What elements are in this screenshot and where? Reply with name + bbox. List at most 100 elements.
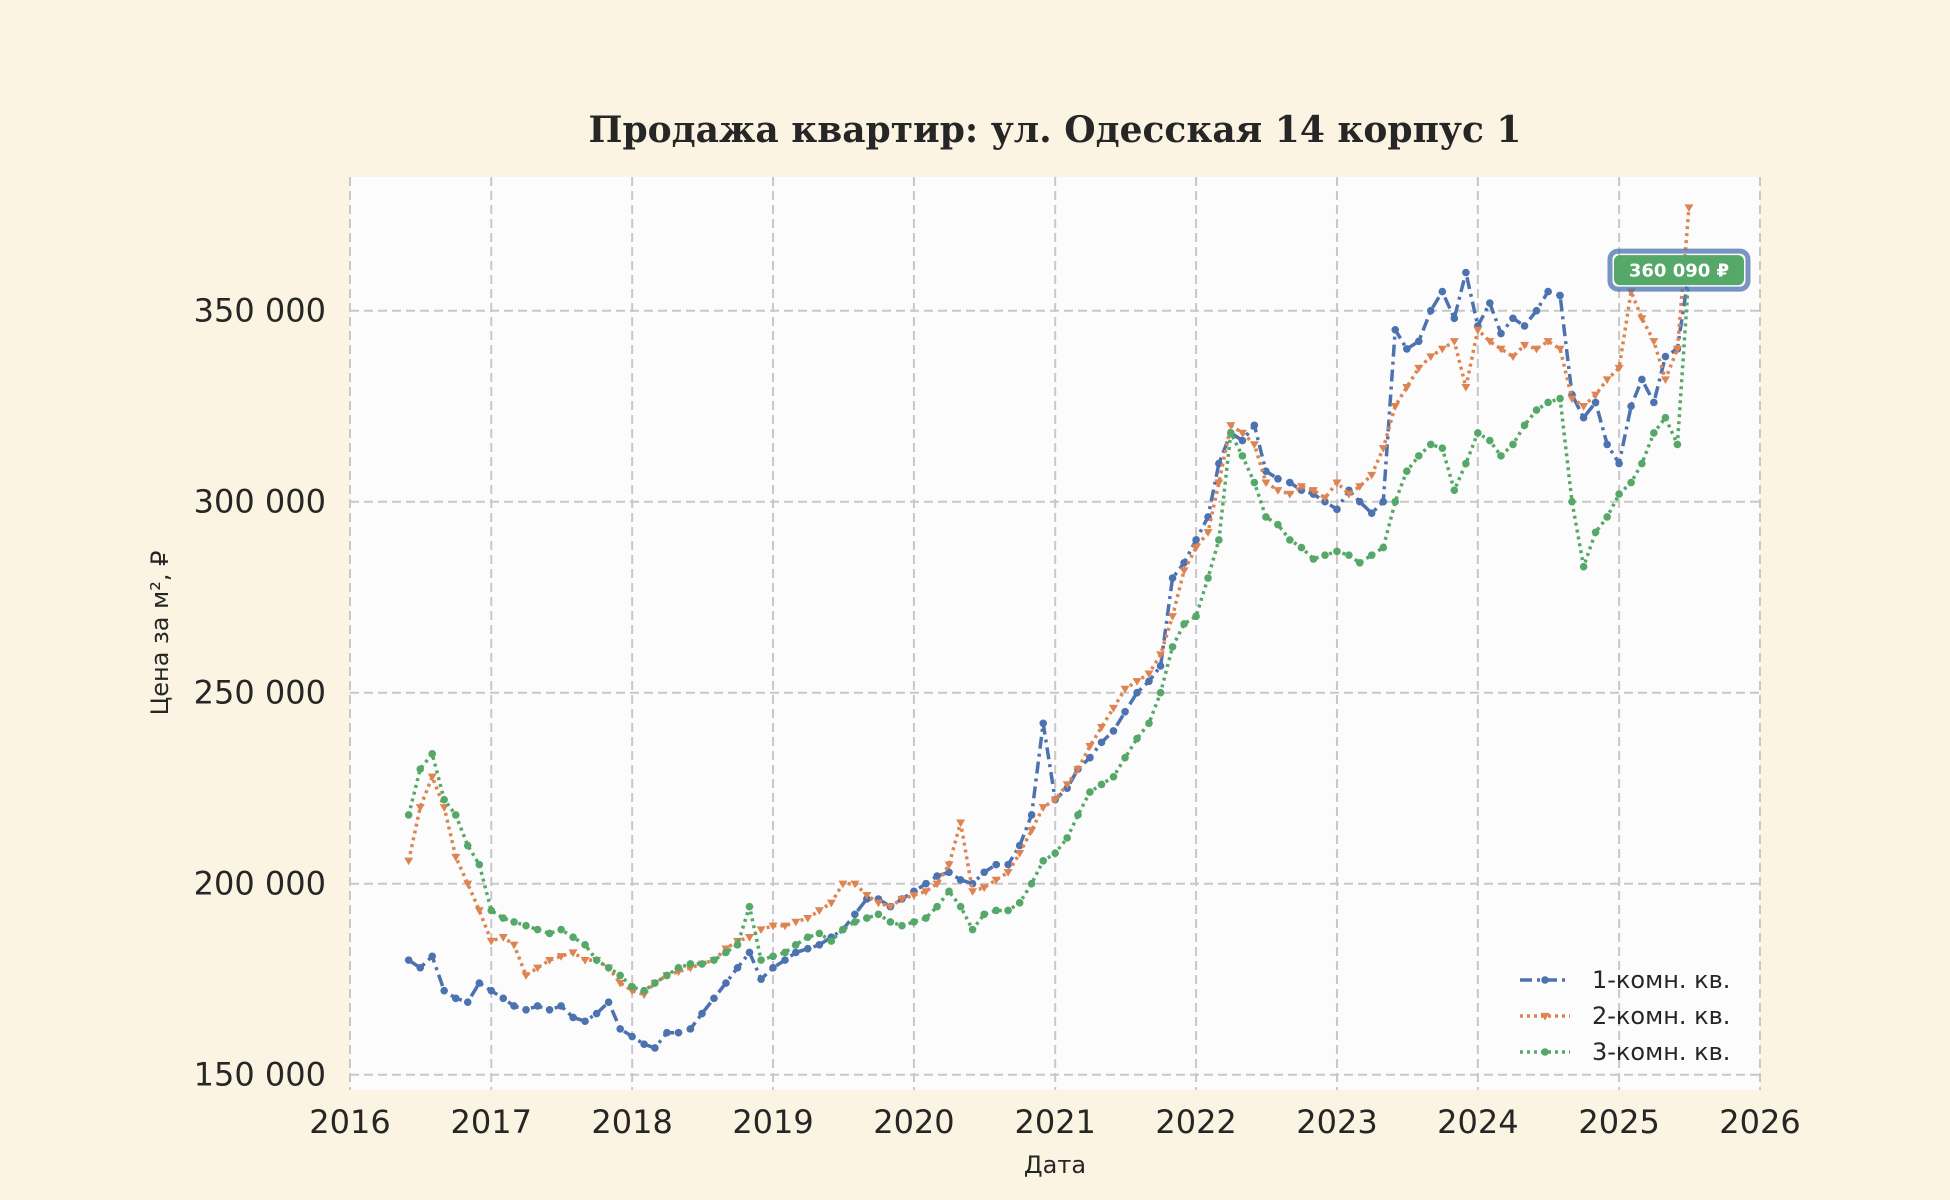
data-point [710,994,718,1003]
data-point [604,998,613,1006]
chart-title: Продажа квартир: ул. Одесская 14 корпус … [589,109,1522,151]
data-point [757,956,765,964]
data-point [944,861,954,870]
data-point [1497,452,1505,460]
data-point [404,811,413,819]
data-point [827,937,836,945]
x-tick-label: 2021 [1014,1103,1095,1141]
data-point [651,1044,659,1052]
data-point [616,971,624,980]
data-point [1238,452,1247,460]
data-point [487,986,496,995]
data-point [1438,444,1447,453]
data-point [1063,834,1071,842]
data-point [1286,478,1294,487]
data-point [545,1005,554,1014]
x-tick-label: 2018 [591,1103,672,1141]
data-point [1379,497,1388,506]
data-point [404,956,413,964]
data-point [1603,513,1611,521]
data-point [1192,536,1200,544]
legend-marker [1541,976,1549,984]
data-point [1556,291,1564,300]
data-point [1637,315,1647,323]
data-point [1250,478,1259,487]
data-point [945,887,953,896]
data-point [1672,345,1682,354]
data-point [1004,860,1012,869]
data-point [815,941,824,949]
data-point [557,925,565,934]
data-point [1520,421,1529,430]
data-point [1638,375,1646,384]
data-point [486,937,496,946]
data-point [1579,413,1588,422]
data-point [439,804,449,812]
series-line [406,207,1691,997]
data-point [1180,620,1188,628]
data-point [498,934,508,942]
data-point [428,952,437,961]
x-axis-label: Дата [1024,1151,1086,1179]
data-point [1437,345,1447,354]
data-point [1591,528,1600,537]
data-point [1050,796,1060,805]
data-point [980,910,988,919]
legend-marker [1541,1048,1549,1056]
data-point [1474,429,1482,437]
data-point [568,949,578,957]
data-point [440,986,448,995]
data-point [1579,562,1588,571]
data-point [814,907,824,915]
data-point [1660,376,1670,384]
data-point [1273,487,1283,495]
data-point [1039,856,1048,865]
data-point [1450,486,1459,495]
annotation-text: 360 090 ₽ [1629,261,1729,282]
data-point [1661,352,1670,361]
data-point [1156,662,1165,670]
data-point [1133,688,1141,697]
data-point [1144,670,1154,679]
data-point [451,994,460,1003]
data-point [1403,467,1411,475]
data-point [580,956,590,965]
y-axis-ticks: 150 000 200 000 250 000 300 000 350 000 [194,292,326,1094]
annotation-outline [1607,248,1751,292]
data-point [1015,899,1024,907]
data-point [1367,551,1376,559]
data-point [1402,383,1412,392]
data-point [698,1009,706,1018]
data-point [674,963,683,972]
data-point [451,853,461,862]
data-point [932,880,942,889]
data-point [474,907,484,915]
data-point [1015,841,1024,850]
data-point [933,902,941,911]
data-point [1426,353,1436,362]
data-point [521,972,531,980]
data-point [1297,543,1306,552]
data-point [1249,441,1259,449]
data-point [1179,567,1189,575]
data-point [1684,204,1694,213]
data-point [1520,322,1529,330]
data-point [886,918,895,926]
data-point [1367,509,1376,517]
legend-label: 1-комн. кв. [1592,966,1730,994]
data-point [1168,574,1177,582]
data-point [956,819,966,828]
data-point [851,918,859,926]
data-point [968,925,977,934]
x-tick-label: 2017 [451,1103,532,1141]
data-point [1591,398,1600,407]
data-point [1027,811,1036,819]
data-point [1308,487,1318,495]
data-point [604,963,613,972]
x-tick-label: 2019 [732,1103,813,1141]
data-point [1543,338,1553,346]
data-point [1486,299,1494,307]
data-point [838,880,848,889]
data-point [1390,403,1400,411]
annotation-badge [1613,255,1744,286]
